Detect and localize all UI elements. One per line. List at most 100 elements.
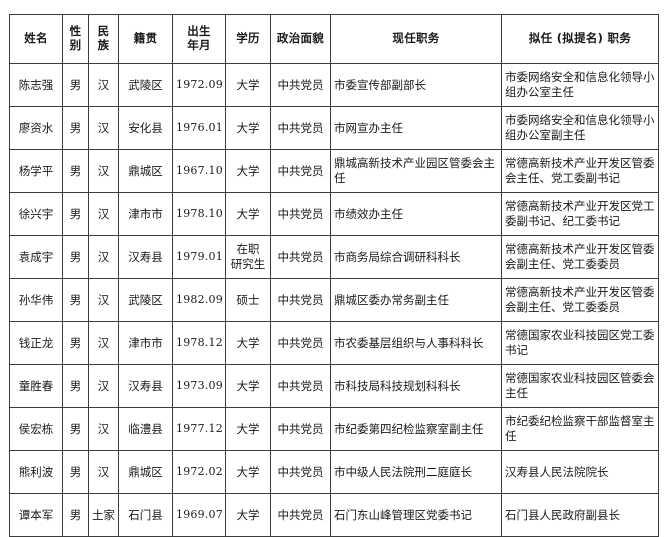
cell-political-status: 中共党员 — [270, 106, 331, 150]
header-line: 学历 — [236, 31, 260, 46]
cell-native-place: 汉寿县 — [118, 364, 173, 408]
header-row: 姓名 性 别 民 族 籍贯 出生 年月 — [9, 14, 659, 64]
cell-native-place: 武陵区 — [118, 278, 173, 322]
cell-sex: 男 — [62, 149, 89, 193]
cell-current-position: 市商务局综合调研科科长 — [330, 235, 502, 279]
cell-sex: 男 — [62, 63, 89, 107]
cell-sex: 男 — [62, 364, 89, 408]
cell-birth-date: 1972.02 — [172, 450, 226, 494]
cell-proposed-position: 常德高新技术产业开发区管委会主任、党工委副书记 — [501, 149, 659, 193]
cell-current-position: 市科技局科技规划科科长 — [330, 364, 502, 408]
cell-political-status: 中共党员 — [270, 493, 331, 537]
cell-birth-date: 1976.01 — [172, 106, 226, 150]
cell-education: 大学 — [225, 106, 271, 150]
cell-name: 谭本军 — [9, 493, 63, 537]
header-line: 姓名 — [24, 31, 48, 46]
cell-name: 童胜春 — [9, 364, 63, 408]
cell-education: 大学 — [225, 364, 271, 408]
cell-ethnicity: 汉 — [88, 235, 119, 279]
cell-sex: 男 — [62, 278, 89, 322]
table-row: 孙华伟男汉武陵区 1982.09 硕士 中共党员 鼎城区委办常务副主任 常德高新技术产业开… — [9, 278, 659, 322]
cell-education: 硕士 — [225, 278, 271, 322]
table-row: 袁成宇男汉汉寿县 1979.01 在职 研究生 中共党员 市商务局综合调研科科长 常德高新技… — [9, 235, 659, 279]
cell-name: 孙华伟 — [9, 278, 63, 322]
cell-birth-date: 1978.10 — [172, 192, 226, 236]
table-row: 钱正龙男汉津市市 1978.12 大学 中共党员 市农委基层组织与人事科科长 常德国家农业… — [9, 321, 659, 365]
table-row: 陈志强男汉武陵区 1972.09 大学 中共党员 市委宣传部副部长 市委网络安全和信息化领… — [9, 63, 659, 107]
cell-political-status: 中共党员 — [270, 321, 331, 365]
column-header-current-position: 现任职务 — [330, 14, 502, 64]
cell-native-place: 鼎城区 — [118, 149, 173, 193]
cell-ethnicity: 汉 — [88, 321, 119, 365]
cell-proposed-position: 市委网络安全和信息化领导小组办公室副主任 — [501, 106, 659, 150]
cell-current-position: 石门东山峰管理区党委书记 — [330, 493, 502, 537]
cell-sex: 男 — [62, 450, 89, 494]
cell-ethnicity: 汉 — [88, 192, 119, 236]
cell-education: 大学 — [225, 192, 271, 236]
cell-ethnicity: 汉 — [88, 364, 119, 408]
cell-current-position: 市委宣传部副部长 — [330, 63, 502, 107]
cell-political-status: 中共党员 — [270, 149, 331, 193]
cell-proposed-position: 汉寿县人民法院院长 — [501, 450, 659, 494]
cell-ethnicity: 汉 — [88, 149, 119, 193]
cell-proposed-position: 常德高新技术产业开发区管委会副主任、党工委委员 — [501, 235, 659, 279]
cell-name: 廖资水 — [9, 106, 63, 150]
cell-name: 袁成宇 — [9, 235, 63, 279]
cell-education: 大学 — [225, 63, 271, 107]
cell-sex: 男 — [62, 192, 89, 236]
cell-native-place: 津市市 — [118, 192, 173, 236]
cell-name: 徐兴宇 — [9, 192, 63, 236]
column-header-name: 姓名 — [9, 14, 63, 64]
cell-political-status: 中共党员 — [270, 192, 331, 236]
cell-birth-date: 1972.09 — [172, 63, 226, 107]
roster-table-container: 姓名 性 别 民 族 籍贯 出生 年月 — [9, 14, 659, 537]
header-line: 籍贯 — [133, 31, 158, 46]
table-row: 杨学平男汉鼎城区 1967.10 大学 中共党员 鼎城高新技术产业园区管委会主任 常德高新… — [9, 149, 659, 193]
cell-proposed-position: 市纪委纪检监察干部监督室主任 — [501, 407, 659, 451]
cell-current-position: 鼎城区委办常务副主任 — [330, 278, 502, 322]
cell-ethnicity: 汉 — [88, 450, 119, 494]
cell-name: 熊利波 — [9, 450, 63, 494]
column-header-ethnicity: 民 族 — [88, 14, 119, 64]
cell-current-position: 市网宣办主任 — [330, 106, 502, 150]
cell-proposed-position: 常德高新技术产业开发区党工委副书记、纪工委书记 — [501, 192, 659, 236]
cell-native-place: 汉寿县 — [118, 235, 173, 279]
cell-text-line: 研究生 — [230, 257, 266, 271]
header-line: 别 — [69, 38, 82, 52]
cell-native-place: 临澧县 — [118, 407, 173, 451]
cell-native-place: 津市市 — [118, 321, 173, 365]
cell-sex: 男 — [62, 321, 89, 365]
cell-current-position: 市纪委第四纪检监察室副主任 — [330, 407, 502, 451]
cell-ethnicity: 汉 — [88, 63, 119, 107]
table-row: 侯宏栋男汉临澧县 1977.12 大学 中共党员 市纪委第四纪检监察室副主任 市纪委纪检监… — [9, 407, 659, 451]
cell-current-position: 市农委基层组织与人事科科长 — [330, 321, 502, 365]
table-row: 谭本军男土家 石门县 1969.07 大学 中共党员 石门东山峰管理区党委书记 石门县人民政… — [9, 493, 659, 537]
header-line: 民 — [97, 24, 110, 39]
cell-education: 大学 — [225, 321, 271, 365]
cell-ethnicity: 汉 — [88, 106, 119, 150]
cell-proposed-position: 市委网络安全和信息化领导小组办公室主任 — [501, 63, 659, 107]
cell-sex: 男 — [62, 235, 89, 279]
cell-proposed-position: 常德国家农业科技园区管委会主任 — [501, 364, 659, 408]
table-body: 陈志强男汉武陵区 1972.09 大学 中共党员 市委宣传部副部长 市委网络安全和信息化领… — [9, 63, 659, 537]
column-header-sex: 性 别 — [62, 14, 89, 64]
cell-sex: 男 — [62, 106, 89, 150]
cell-proposed-position: 常德高新技术产业开发区管委会副主任、党工委委员 — [501, 278, 659, 322]
cell-education: 大学 — [225, 149, 271, 193]
personnel-roster-table: 姓名 性 别 民 族 籍贯 出生 年月 — [9, 14, 659, 537]
cell-education: 大学 — [225, 407, 271, 451]
cell-ethnicity: 汉 — [88, 278, 119, 322]
cell-sex: 男 — [62, 493, 89, 537]
cell-proposed-position: 石门县人民政府副县长 — [501, 493, 659, 537]
cell-birth-date: 1977.12 — [172, 407, 226, 451]
cell-name: 侯宏栋 — [9, 407, 63, 451]
cell-education: 在职 研究生 — [225, 235, 271, 279]
header-line: 族 — [97, 38, 110, 52]
cell-political-status: 中共党员 — [270, 364, 331, 408]
column-header-education: 学历 — [225, 14, 271, 64]
cell-birth-date: 1967.10 — [172, 149, 226, 193]
cell-current-position: 市中级人民法院刑二庭庭长 — [330, 450, 502, 494]
document-page: 姓名 性 别 民 族 籍贯 出生 年月 — [9, 14, 659, 537]
table-header: 姓名 性 别 民 族 籍贯 出生 年月 — [9, 14, 659, 64]
cell-political-status: 中共党员 — [270, 63, 331, 107]
